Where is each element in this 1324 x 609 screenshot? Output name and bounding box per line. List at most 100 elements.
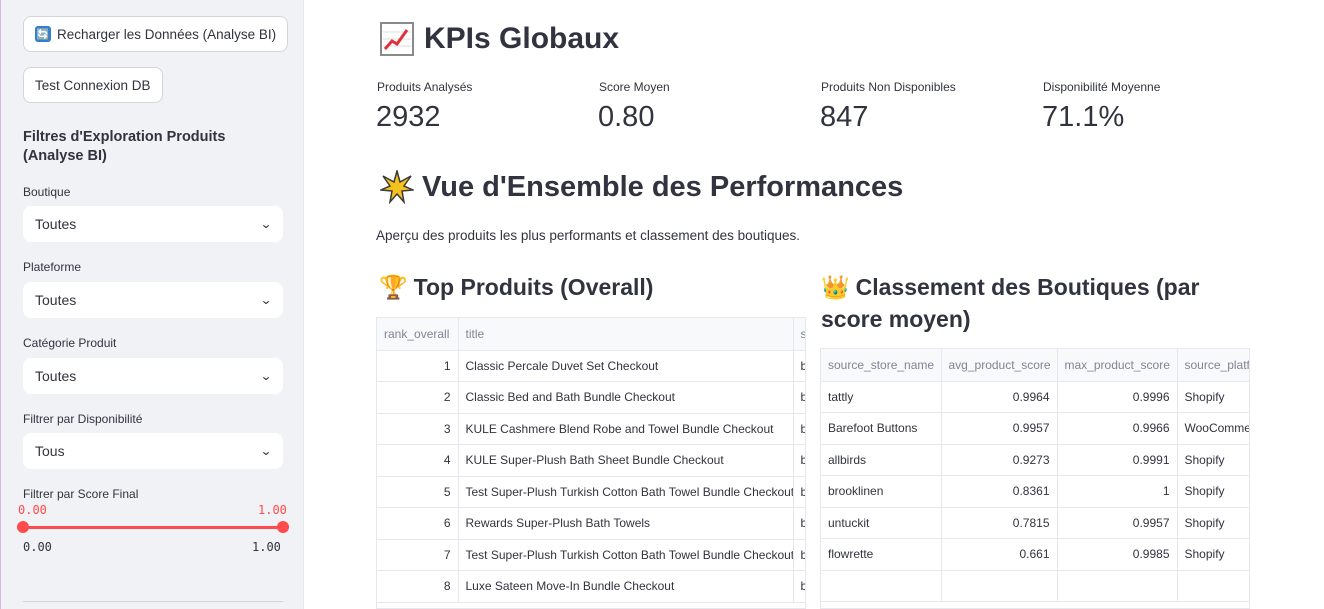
- table-cell[interactable]: 0.9985: [1057, 538, 1178, 571]
- test-connection-label: Test Connexion DB: [35, 77, 151, 93]
- table-cell[interactable]: 4: [377, 444, 459, 477]
- kpi-title: KPIs Globaux: [424, 22, 620, 55]
- table-cell[interactable]: Shopify: [1177, 381, 1249, 413]
- score-slider-high-handle[interactable]: [277, 521, 289, 533]
- table-cell[interactable]: Shopify: [1177, 475, 1249, 508]
- table-cell[interactable]: [1177, 570, 1249, 602]
- column-header[interactable]: max_product_score: [1057, 349, 1178, 382]
- table-cell[interactable]: [941, 570, 1058, 602]
- table-cell[interactable]: Test Super-Plush Turkish Cotton Bath Tow…: [458, 476, 794, 508]
- sidebar-divider: [23, 601, 283, 602]
- metric-value: 0.80: [598, 101, 655, 133]
- table-cell[interactable]: b: [793, 413, 805, 445]
- table-cell[interactable]: 3: [377, 413, 459, 445]
- table-cell[interactable]: 6: [377, 507, 459, 540]
- reload-data-button[interactable]: 🔄 Recharger les Données (Analyse BI): [23, 16, 289, 52]
- score-slider-track[interactable]: [23, 526, 283, 529]
- top-products-table[interactable]: rank_overall title s 1 Classic Percale Du…: [376, 317, 806, 609]
- table-cell[interactable]: WooComme: [1177, 412, 1249, 445]
- table-cell[interactable]: Rewards Super-Plush Bath Towels: [458, 507, 794, 540]
- table-cell[interactable]: Shopify: [1177, 507, 1249, 539]
- table-cell[interactable]: Test Super-Plush Turkish Cotton Bath Tow…: [458, 539, 794, 571]
- column-header[interactable]: source_platf: [1177, 349, 1249, 382]
- table-row[interactable]: untuckit 0.7815 0.9957 Shopify: [821, 507, 1249, 539]
- table-cell[interactable]: 8: [377, 570, 459, 603]
- table-cell[interactable]: [821, 570, 942, 602]
- column-header[interactable]: source_store_name: [821, 349, 942, 382]
- top-products-heading: 🏆 Top Produits (Overall): [379, 272, 653, 304]
- score-slider-low-handle[interactable]: [17, 521, 29, 533]
- table-cell[interactable]: Classic Percale Duvet Set Checkout: [458, 350, 794, 382]
- table-cell[interactable]: b: [793, 444, 805, 477]
- categorie-select[interactable]: Toutes ⌄: [23, 358, 283, 394]
- table-cell[interactable]: brooklinen: [821, 475, 942, 508]
- table-cell[interactable]: 0.9957: [941, 412, 1058, 445]
- table-row[interactable]: brooklinen 0.8361 1 Shopify: [821, 475, 1249, 508]
- table-cell[interactable]: b: [793, 476, 805, 508]
- table-cell[interactable]: Classic Bed and Bath Bundle Checkout: [458, 381, 794, 414]
- table-cell[interactable]: 2: [377, 381, 459, 414]
- table-cell[interactable]: 0.7815: [941, 507, 1058, 539]
- disponibilite-select[interactable]: Tous ⌄: [23, 433, 283, 469]
- categorie-select-value: Toutes: [35, 368, 77, 384]
- table-row[interactable]: 3 KULE Cashmere Blend Robe and Towel Bund…: [377, 413, 805, 445]
- table-cell[interactable]: allbirds: [821, 444, 942, 476]
- plateforme-select[interactable]: Toutes ⌄: [23, 282, 283, 318]
- table-cell[interactable]: KULE Cashmere Blend Robe and Towel Bundl…: [458, 413, 794, 445]
- table-cell[interactable]: Shopify: [1177, 538, 1249, 571]
- plateforme-select-value: Toutes: [35, 292, 77, 308]
- metric-value: 2932: [376, 101, 441, 133]
- table-cell[interactable]: 0.9957: [1057, 507, 1178, 539]
- table-row[interactable]: 4 KULE Super-Plush Bath Sheet Bundle Chec…: [377, 444, 805, 477]
- table-cell[interactable]: 0.8361: [941, 475, 1058, 508]
- table-cell[interactable]: b: [793, 350, 805, 382]
- table-cell[interactable]: 1: [377, 350, 459, 382]
- test-connection-button[interactable]: Test Connexion DB: [23, 67, 163, 103]
- table-cell[interactable]: KULE Super-Plush Bath Sheet Bundle Check…: [458, 444, 794, 477]
- filter-label-disponibilite: Filtrer par Disponibilité: [23, 412, 143, 426]
- table-row[interactable]: flowrette 0.661 0.9985 Shopify: [821, 538, 1249, 571]
- metric-label: Disponibilité Moyenne: [1043, 80, 1161, 94]
- column-header[interactable]: s: [793, 318, 805, 351]
- table-row[interactable]: tattly 0.9964 0.9996 Shopify: [821, 381, 1249, 413]
- table-cell[interactable]: 0.9996: [1057, 381, 1178, 413]
- score-slider-max: 1.00: [252, 540, 281, 554]
- table-cell[interactable]: 5: [377, 476, 459, 508]
- column-header[interactable]: avg_product_score: [941, 349, 1058, 382]
- chevron-down-icon: ⌄: [259, 293, 273, 307]
- table-cell[interactable]: b: [793, 570, 805, 603]
- table-cell[interactable]: 0.9964: [941, 381, 1058, 413]
- table-cell[interactable]: 7: [377, 539, 459, 571]
- table-cell[interactable]: Luxe Sateen Move-In Bundle Checkout: [458, 570, 794, 603]
- column-header[interactable]: title: [458, 318, 794, 351]
- table-cell[interactable]: b: [793, 381, 805, 414]
- table-cell[interactable]: tattly: [821, 381, 942, 413]
- main-content: KPIs Globaux Produits Analysés 2932 Scor…: [305, 0, 1324, 609]
- boutique-select[interactable]: Toutes ⌄: [23, 206, 283, 242]
- table-header-row: source_store_name avg_product_score max_…: [821, 349, 1249, 382]
- table-row[interactable]: allbirds 0.9273 0.9991 Shopify: [821, 444, 1249, 476]
- table-cell[interactable]: untuckit: [821, 507, 942, 539]
- table-row[interactable]: Barefoot Buttons 0.9957 0.9966 WooComme: [821, 412, 1249, 445]
- table-row[interactable]: 7 Test Super-Plush Turkish Cotton Bath To…: [377, 539, 805, 571]
- table-row[interactable]: [821, 570, 1249, 602]
- table-cell[interactable]: 0.661: [941, 538, 1058, 571]
- table-cell[interactable]: 1: [1057, 475, 1178, 508]
- table-cell[interactable]: 0.9966: [1057, 412, 1178, 445]
- table-cell[interactable]: Barefoot Buttons: [821, 412, 942, 445]
- table-cell[interactable]: [1057, 570, 1178, 602]
- table-cell[interactable]: b: [793, 539, 805, 571]
- table-row[interactable]: 5 Test Super-Plush Turkish Cotton Bath To…: [377, 476, 805, 508]
- table-cell[interactable]: Shopify: [1177, 444, 1249, 476]
- table-cell[interactable]: 0.9991: [1057, 444, 1178, 476]
- table-cell[interactable]: flowrette: [821, 538, 942, 571]
- kpi-heading: KPIs Globaux: [380, 22, 619, 56]
- store-ranking-table[interactable]: source_store_name avg_product_score max_…: [820, 348, 1250, 609]
- table-cell[interactable]: b: [793, 507, 805, 540]
- table-cell[interactable]: 0.9273: [941, 444, 1058, 476]
- column-header[interactable]: rank_overall: [377, 318, 459, 351]
